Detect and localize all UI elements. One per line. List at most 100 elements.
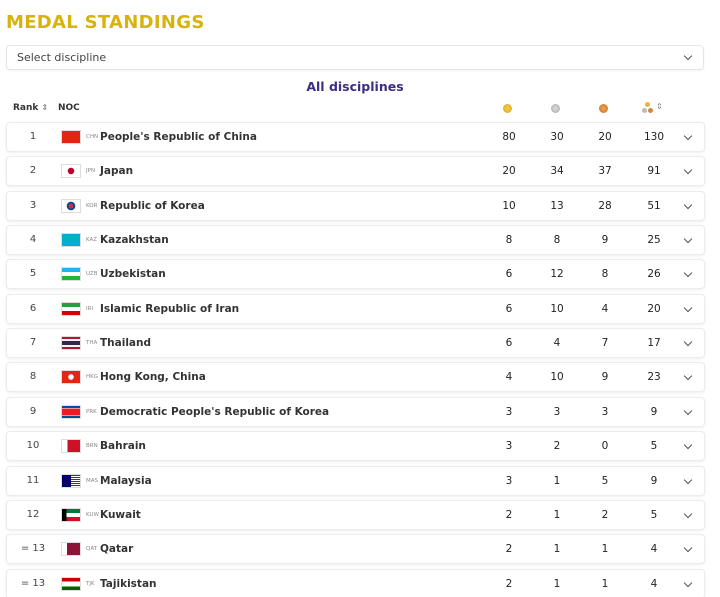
discipline-select[interactable]: Select discipline xyxy=(6,45,704,70)
silver-count: 10 xyxy=(550,371,564,384)
country-name: Japan xyxy=(100,165,134,178)
noc-code: PRK xyxy=(86,408,97,415)
standing-row[interactable]: 4 KAZ Kazakhstan 8 8 9 25 xyxy=(6,225,705,256)
standing-row[interactable]: 2 JPN Japan 20 34 37 91 xyxy=(6,156,705,187)
rank: 4 xyxy=(29,234,37,246)
standing-row[interactable]: 7 THA Thailand 6 4 7 17 xyxy=(6,328,705,359)
bronze-count: 1 xyxy=(601,543,609,556)
bronze-count: 20 xyxy=(598,131,612,143)
expand-chevron xyxy=(683,303,693,312)
total-count: 26 xyxy=(647,268,661,281)
country-name: Tajikistan xyxy=(100,577,157,590)
noc-code: CHN xyxy=(86,134,99,140)
gold-count: 10 xyxy=(502,199,516,212)
noc-code: BRN xyxy=(86,443,98,450)
gold-count: 2 xyxy=(505,577,513,590)
rank: = 13 xyxy=(20,577,46,589)
flag xyxy=(61,473,81,488)
expand-chevron xyxy=(683,166,693,175)
flag xyxy=(61,301,81,316)
standing-row[interactable]: 5 UZB Uzbekistan 6 12 8 26 xyxy=(6,259,705,290)
country-name: Kazakhstan xyxy=(100,234,169,247)
expand-chevron xyxy=(683,578,693,587)
standing-row[interactable]: 10 BRN Bahrain 3 2 0 5 xyxy=(6,431,705,462)
noc-code: HKG xyxy=(86,374,99,381)
silver-icon[interactable] xyxy=(551,104,560,113)
silver-count: 10 xyxy=(550,302,564,315)
rank: = 13 xyxy=(20,543,46,555)
standing-row[interactable]: 9 PRK Democratic People's Republic of Kore… xyxy=(6,396,705,427)
expand-chevron xyxy=(683,337,693,347)
rank: 2 xyxy=(29,165,37,177)
total-count: 9 xyxy=(650,405,658,418)
standing-row[interactable]: = 13 QAT Qatar 2 1 1 4 xyxy=(6,534,705,565)
select-chevron xyxy=(683,51,693,61)
rank-header-text: Rank xyxy=(13,103,39,113)
flag xyxy=(61,507,81,522)
flag xyxy=(61,576,81,591)
bronze-count: 0 xyxy=(601,440,609,453)
expand-chevron xyxy=(683,543,693,553)
gold-count: 2 xyxy=(505,543,513,556)
country-name: Democratic People's Republic of Korea xyxy=(100,405,330,418)
country-name: Uzbekistan xyxy=(100,268,166,281)
noc-code: TJK xyxy=(86,580,95,587)
country-name: Republic of Korea xyxy=(100,199,205,212)
expand-chevron xyxy=(683,372,693,381)
rank: 9 xyxy=(29,405,37,417)
gold-count: 2 xyxy=(505,508,513,521)
noc-header: NOC xyxy=(58,103,80,113)
standing-row[interactable]: 3 KOR Republic of Korea 10 13 28 51 xyxy=(6,190,705,221)
rank: 10 xyxy=(26,440,40,452)
total-count: 5 xyxy=(650,508,658,521)
total-count: 17 xyxy=(647,337,661,350)
expand-chevron xyxy=(683,131,693,141)
noc-code: THA xyxy=(86,340,98,347)
silver-count: 1 xyxy=(553,577,561,590)
gold-count: 6 xyxy=(505,337,513,350)
bronze-count: 1 xyxy=(601,577,609,590)
silver-count: 1 xyxy=(553,474,561,487)
silver-count: 1 xyxy=(553,543,561,556)
silver-count: 4 xyxy=(553,337,561,350)
gold-icon[interactable] xyxy=(503,104,512,113)
standing-row[interactable]: 11 MAS Malaysia 3 1 5 9 xyxy=(6,465,705,496)
gold-count: 3 xyxy=(505,474,513,487)
noc-code: KAZ xyxy=(86,237,98,244)
bronze-count: 2 xyxy=(601,508,609,521)
total-count: 91 xyxy=(647,165,661,178)
bronze-count: 37 xyxy=(598,165,612,178)
country-name: Islamic Republic of Iran xyxy=(100,302,240,315)
rank: 11 xyxy=(26,474,40,486)
flag xyxy=(61,130,81,144)
total-count: 20 xyxy=(647,302,661,315)
bronze-count: 9 xyxy=(601,234,609,247)
silver-count: 30 xyxy=(550,131,564,143)
gold-count: 3 xyxy=(505,405,513,418)
select-placeholder: Select discipline xyxy=(17,51,107,64)
noc-code: KOR xyxy=(86,202,98,209)
total-count: 4 xyxy=(650,543,658,556)
silver-count: 1 xyxy=(553,508,561,521)
flag xyxy=(61,336,81,351)
standing-row[interactable]: 12 KUW Kuwait 2 1 2 5 xyxy=(6,499,705,530)
bronze-count: 4 xyxy=(601,302,609,315)
silver-count: 34 xyxy=(550,165,564,178)
total-count: 4 xyxy=(650,577,658,590)
noc-code: KUW xyxy=(86,511,99,518)
standing-row[interactable]: 6 IRI Islamic Republic of Iran 6 10 4 20 xyxy=(6,293,705,324)
total-count: 51 xyxy=(647,199,661,212)
bronze-count: 28 xyxy=(598,199,612,212)
gold-count: 4 xyxy=(505,371,513,384)
standing-row[interactable]: 8 HKG Hong Kong, China 4 10 9 23 xyxy=(6,362,705,393)
gold-count: 8 xyxy=(505,234,513,247)
rank: 6 xyxy=(29,302,37,314)
total-icon[interactable]: ⇕ xyxy=(642,102,664,114)
standing-row[interactable]: = 13 TJK Tajikistan 2 1 1 4 xyxy=(6,568,705,597)
bronze-icon[interactable] xyxy=(599,104,608,113)
total-count: 5 xyxy=(650,440,658,453)
rank: 8 xyxy=(29,371,37,383)
rank-header[interactable]: Rank ⇕ xyxy=(13,103,48,113)
total-count: 25 xyxy=(647,234,661,247)
standing-row[interactable]: 1 CHN People's Republic of China 80 30 20 130 xyxy=(6,122,705,152)
